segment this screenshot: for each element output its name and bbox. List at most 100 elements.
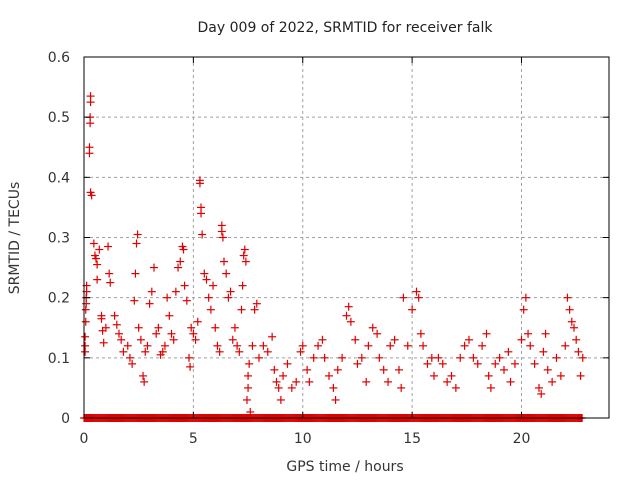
data-point: [220, 257, 228, 266]
data-point: [399, 293, 408, 302]
data-point: [526, 341, 535, 350]
data-point: [408, 305, 417, 314]
data-point: [506, 377, 515, 386]
data-point: [180, 281, 189, 290]
data-point: [176, 257, 185, 266]
data-point: [145, 299, 154, 308]
data-point: [556, 371, 565, 380]
data-point: [552, 353, 561, 362]
data-point: [279, 371, 288, 380]
data-point: [134, 323, 143, 332]
data-point: [384, 377, 393, 386]
data-point: [423, 359, 432, 368]
data-point: [147, 287, 156, 296]
data-point: [397, 383, 406, 392]
data-point: [325, 371, 333, 380]
data-point: [250, 305, 259, 314]
data-point: [202, 275, 211, 284]
data-point: [368, 323, 377, 332]
data-point: [189, 329, 198, 338]
data-point: [362, 377, 371, 386]
data-point: [233, 341, 242, 350]
data-point: [193, 317, 202, 326]
data-point: [460, 341, 469, 350]
data-points: [80, 92, 587, 422]
data-point: [195, 179, 204, 188]
data-point: [364, 341, 373, 350]
data-point: [81, 341, 90, 350]
data-point: [320, 353, 329, 362]
data-point: [132, 239, 141, 248]
data-point: [85, 149, 94, 158]
data-point: [104, 242, 113, 251]
data-point: [521, 293, 530, 302]
data-point: [197, 209, 206, 218]
data-point: [115, 329, 123, 338]
data-point: [123, 341, 132, 350]
data-point: [346, 317, 355, 326]
data-point: [292, 377, 301, 386]
data-point: [576, 371, 585, 380]
data-point: [245, 359, 254, 368]
data-point: [478, 341, 487, 350]
data-point: [158, 347, 167, 356]
x-axis-label: GPS time / hours: [286, 459, 403, 475]
y-tick-label: 0.4: [48, 170, 70, 186]
data-point: [353, 359, 362, 368]
data-point: [93, 260, 102, 269]
data-point: [338, 353, 347, 362]
data-point: [500, 365, 508, 374]
data-point: [491, 359, 500, 368]
y-tick-label: 0: [61, 411, 70, 427]
data-point: [165, 311, 174, 320]
data-point: [87, 191, 96, 200]
data-point: [563, 293, 572, 302]
data-point: [248, 341, 257, 350]
data-point: [344, 302, 353, 311]
data-point: [217, 227, 226, 236]
data-point: [244, 383, 253, 392]
data-point: [482, 329, 491, 338]
data-point: [386, 341, 395, 350]
data-point: [314, 341, 323, 350]
data-point: [101, 323, 110, 332]
data-point: [517, 335, 526, 344]
data-point: [238, 281, 247, 290]
data-point: [206, 305, 215, 314]
data-point: [318, 335, 327, 344]
data-point: [565, 305, 574, 314]
data-point: [333, 365, 342, 374]
data-point: [228, 335, 237, 344]
data-point: [451, 383, 460, 392]
data-point: [434, 353, 443, 362]
x-tick-label: 15: [403, 431, 421, 447]
data-point: [213, 341, 222, 350]
data-point: [200, 269, 209, 278]
data-point: [198, 230, 207, 239]
data-point: [174, 263, 183, 272]
data-point: [185, 353, 193, 362]
data-point: [572, 335, 581, 344]
data-point: [473, 359, 482, 368]
data-point: [97, 314, 106, 323]
data-point: [276, 395, 285, 404]
data-point: [469, 353, 478, 362]
data-point: [543, 365, 552, 374]
data-point: [86, 98, 95, 107]
data-point: [106, 278, 115, 287]
data-point: [309, 353, 318, 362]
data-point: [224, 293, 233, 302]
data-point: [504, 347, 513, 356]
data-point: [119, 347, 128, 356]
data-point: [242, 395, 251, 404]
y-axis-label: SRMTID / TECUs: [7, 182, 23, 295]
data-point: [268, 332, 277, 341]
data-point: [541, 329, 550, 338]
y-tick-label: 0.6: [48, 50, 70, 66]
data-point: [128, 359, 137, 368]
data-point: [537, 389, 546, 398]
data-point: [305, 377, 314, 386]
data-point: [105, 269, 114, 278]
data-point: [375, 353, 384, 362]
